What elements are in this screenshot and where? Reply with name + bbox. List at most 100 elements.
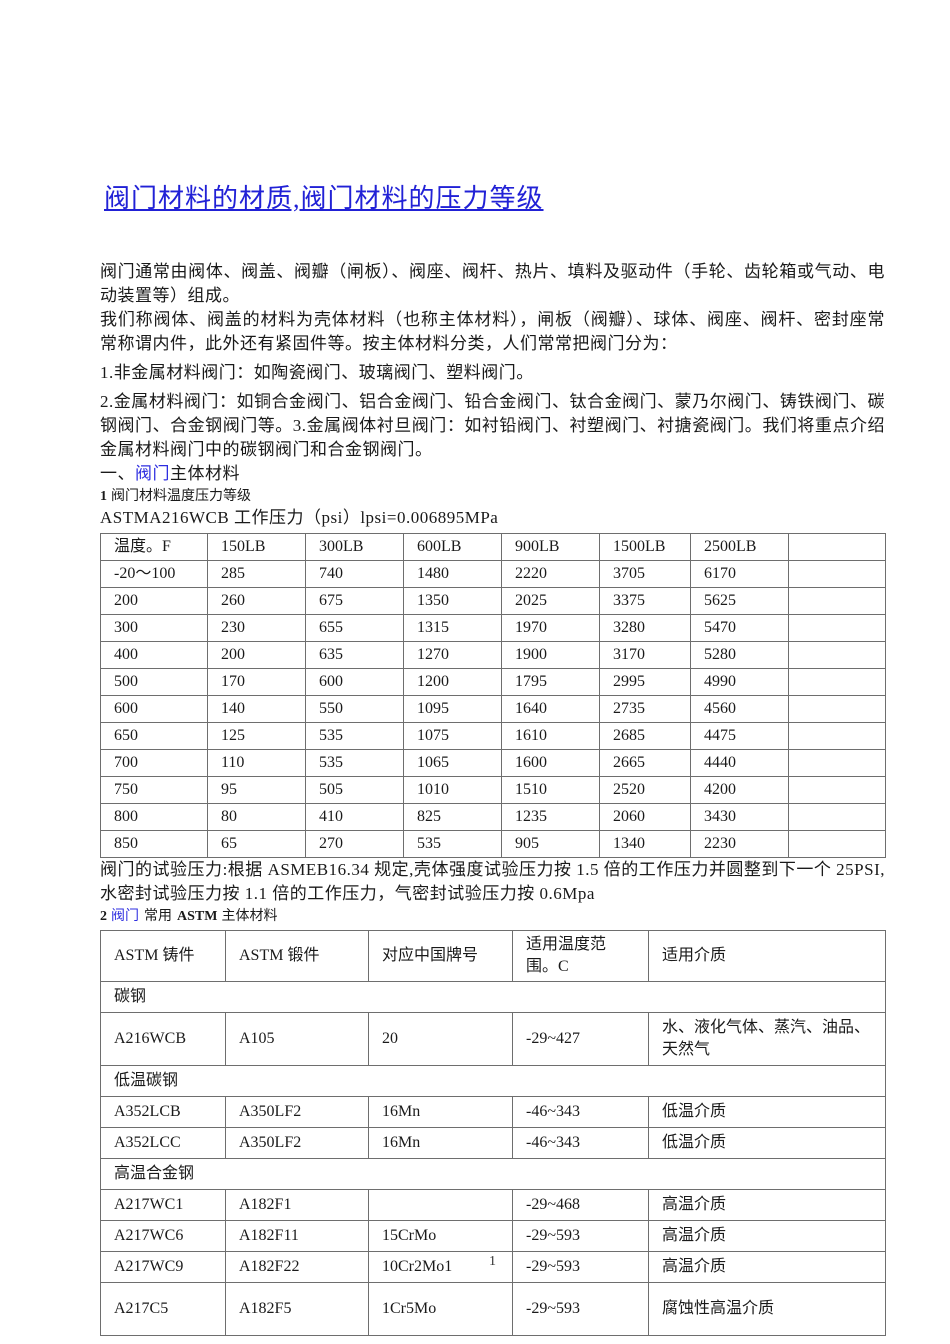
table-row: A217WC9 A182F22 10Cr2Mo1 -29~593 高温介质 [100, 1251, 886, 1283]
table-cell: 1640 [501, 695, 600, 723]
table-cell: 2230 [690, 830, 789, 858]
table-cell: 2025 [501, 587, 600, 615]
table-cell: 1095 [403, 695, 502, 723]
table-cell [788, 587, 886, 615]
table-cell [788, 776, 886, 804]
table-row: 400 200 635 1270 1900 3170 5280 [100, 641, 886, 669]
table-cell: 2665 [599, 749, 691, 777]
table-cell: -46~343 [512, 1096, 649, 1128]
table-cell: 水、液化气体、蒸汽、油品、天然气 [648, 1012, 886, 1066]
astm-materials-table-body: ASTM 铸件 ASTM 锻件 对应中国牌号 适用温度范围。C 适用介质 碳钢 A216WC… [100, 930, 886, 1336]
document-title: 阀门材料的材质,阀门材料的压力等级 [104, 184, 885, 214]
table-cell: 125 [207, 722, 306, 750]
table-cell [788, 722, 886, 750]
table-cell [788, 560, 886, 588]
paragraph-metal-valves: 2.金属材料阀门：如铜合金阀门、铝合金阀门、铅合金阀门、钛合金阀门、蒙乃尔阀门、… [100, 392, 885, 459]
table-row: 700 110 535 1065 1600 2665 4440 [100, 749, 886, 777]
subsection1-number: 1 [100, 489, 107, 504]
table-row: 500 170 600 1200 1795 2995 4990 [100, 668, 886, 696]
table-row: 800 80 410 825 1235 2060 3430 [100, 803, 886, 831]
table-row: ASTM 铸件 ASTM 锻件 对应中国牌号 适用温度范围。C 适用介质 [100, 930, 886, 982]
table-cell: 535 [305, 749, 404, 777]
column-header: 1500LB [599, 533, 691, 561]
paragraph-shell-materials: 我们称阀体、阀盖的材料为壳体材料（也称主体材料），闸板（阀瓣）、球体、阀座、阀杆… [100, 310, 885, 353]
table-cell: 1200 [403, 668, 502, 696]
table-cell: A105 [225, 1012, 369, 1066]
table-cell: 2995 [599, 668, 691, 696]
table-cell: 1610 [501, 722, 600, 750]
title-link[interactable]: 阀门材料的材质,阀门材料的压力等级 [104, 184, 544, 213]
table-cell: 2735 [599, 695, 691, 723]
subsection2-mid: 常用 [144, 909, 172, 924]
table-cell: A182F11 [225, 1220, 369, 1252]
table-cell: 高温介质 [648, 1189, 886, 1221]
table-cell: 16Mn [368, 1096, 513, 1128]
table-cell: A352LCB [100, 1096, 226, 1128]
table-cell: 3375 [599, 587, 691, 615]
table-cell: A217WC6 [100, 1220, 226, 1252]
column-header: 适用介质 [648, 930, 886, 982]
table-cell: 低温介质 [648, 1096, 886, 1128]
table-cell: A182F5 [225, 1282, 369, 1336]
group-label-cell: 碳钢 [100, 981, 886, 1013]
table-cell: 905 [501, 830, 600, 858]
column-header: 900LB [501, 533, 600, 561]
table-cell: 600 [100, 695, 208, 723]
table-cell: 4990 [690, 668, 789, 696]
table-cell: A352LCC [100, 1127, 226, 1159]
table-cell: 1480 [403, 560, 502, 588]
table-cell: A350LF2 [225, 1127, 369, 1159]
table-cell: 600 [305, 668, 404, 696]
table-cell: 4560 [690, 695, 789, 723]
table-cell: 3280 [599, 614, 691, 642]
paragraph-nonmetal-valves: 1.非金属材料阀门：如陶瓷阀门、玻璃阀门、塑料阀门。 [100, 363, 534, 382]
table-cell: 110 [207, 749, 306, 777]
paragraph-test-pressure: 阀门的试验压力:根据 ASMEB16.34 规定,壳体强度试验压力按 1.5 倍… [100, 860, 885, 903]
column-header: 150LB [207, 533, 306, 561]
table-cell: 140 [207, 695, 306, 723]
table-cell: -46~343 [512, 1127, 649, 1159]
table-cell: 1270 [403, 641, 502, 669]
table-row: A217WC1 A182F1 -29~468 高温介质 [100, 1189, 886, 1221]
table-cell: 270 [305, 830, 404, 858]
table-cell: 5280 [690, 641, 789, 669]
table-row: -20〜100 285 740 1480 2220 3705 6170 [100, 560, 886, 588]
table-cell [788, 695, 886, 723]
table-cell: 1010 [403, 776, 502, 804]
table-cell: 650 [100, 722, 208, 750]
table-cell: 1970 [501, 614, 600, 642]
column-header: 2500LB [690, 533, 789, 561]
subsection2-heading: 2 阀门 常用 ASTM 主体材料 [100, 907, 885, 926]
table-cell: 260 [207, 587, 306, 615]
table-cell: A216WCB [100, 1012, 226, 1066]
table-row: A217WC6 A182F11 15CrMo -29~593 高温介质 [100, 1220, 886, 1252]
valve-inline-link-1[interactable]: 阀门 [135, 464, 170, 483]
table-cell: 1075 [403, 722, 502, 750]
group-label-row: 高温合金钢 [100, 1158, 886, 1190]
table-row: 300 230 655 1315 1970 3280 5470 [100, 614, 886, 642]
table-cell: 6170 [690, 560, 789, 588]
table-cell: 4200 [690, 776, 789, 804]
table-cell [788, 614, 886, 642]
page-number: 1 [489, 1254, 496, 1269]
table-row: 600 140 550 1095 1640 2735 4560 [100, 695, 886, 723]
column-header: 适用温度范围。C [512, 930, 649, 982]
table-cell: 400 [100, 641, 208, 669]
table-cell: 20 [368, 1012, 513, 1066]
table-cell [368, 1189, 513, 1221]
table-cell: 4475 [690, 722, 789, 750]
table-cell: 1510 [501, 776, 600, 804]
subsection1-text: 阀门材料温度压力等级 [111, 489, 251, 504]
table-row: 200 260 675 1350 2025 3375 5625 [100, 587, 886, 615]
table-cell: 505 [305, 776, 404, 804]
column-header: 300LB [305, 533, 404, 561]
pressure-rating-table: 温度。F 150LB 300LB 600LB 900LB 1500LB 2500LB -20〜… [100, 533, 886, 858]
valve-inline-link-2[interactable]: 阀门 [111, 909, 139, 924]
subsection2-number: 2 [100, 909, 107, 924]
table-cell: 825 [403, 803, 502, 831]
table-cell: 1235 [501, 803, 600, 831]
table-cell: 3430 [690, 803, 789, 831]
table-cell: 200 [100, 587, 208, 615]
table-cell: -29~593 [512, 1282, 649, 1336]
table-cell: 550 [305, 695, 404, 723]
